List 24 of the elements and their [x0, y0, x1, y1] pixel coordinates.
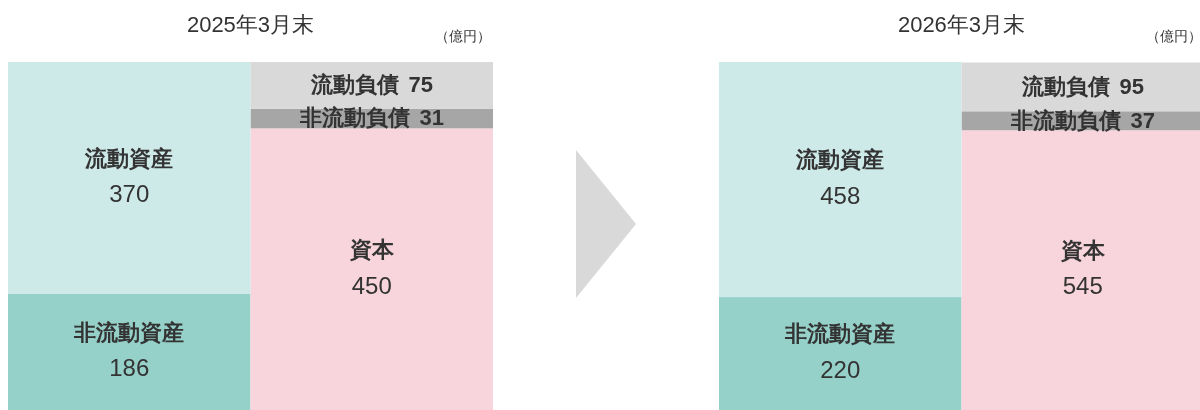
data-label: 220	[820, 355, 861, 383]
data-label: 75	[408, 72, 433, 98]
series-label: 非流動資産	[73, 319, 185, 345]
chart-title: 2025年3月末	[186, 11, 315, 37]
series-label: 流動負債	[309, 72, 399, 98]
series-label: 流動資産	[84, 145, 174, 171]
series-label: 資本	[1059, 237, 1106, 263]
text: （億円）	[1146, 27, 1200, 44]
data-label: 31	[419, 105, 444, 131]
chart-title: 2026年3月末	[897, 11, 1026, 37]
data-label: 370	[109, 180, 150, 208]
text: （億円）	[435, 27, 491, 44]
data-label: 458	[820, 181, 861, 209]
data-label: 450	[351, 271, 392, 299]
series-label: 流動負債	[1020, 73, 1110, 99]
series-label: 非流動資産	[784, 321, 896, 347]
data-label: 37	[1130, 107, 1155, 133]
data-label: 186	[109, 354, 150, 382]
data-label: 95	[1119, 73, 1144, 99]
series-label: 資本	[348, 236, 395, 262]
series-label: 流動資産	[795, 147, 885, 173]
series-label: 非流動負債	[1009, 107, 1121, 133]
data-label: 545	[1062, 272, 1103, 300]
series-label: 非流動負債	[298, 105, 410, 131]
